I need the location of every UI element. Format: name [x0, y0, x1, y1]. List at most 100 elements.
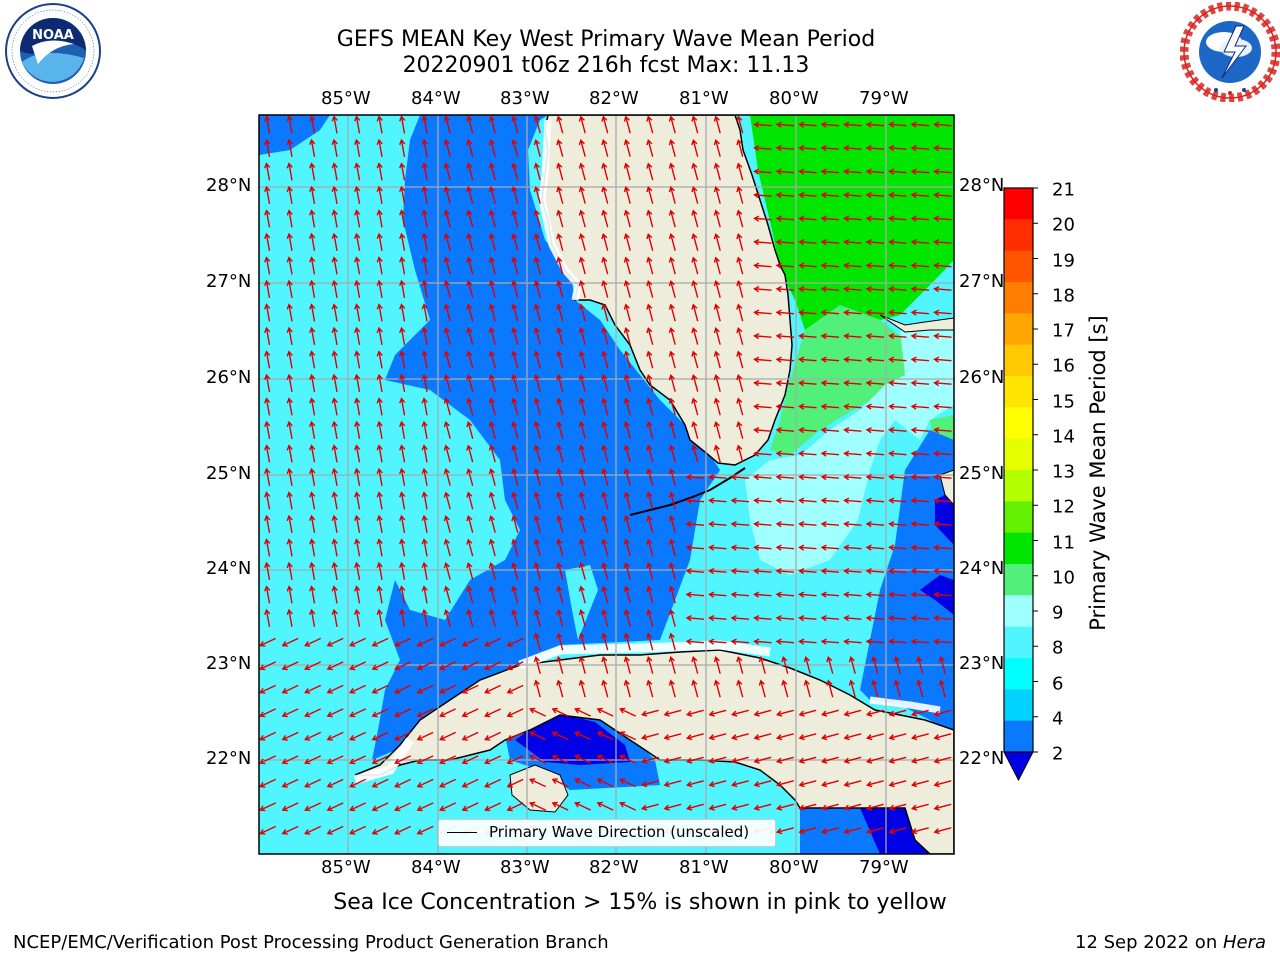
wave-direction-arrow: [394, 661, 411, 671]
wave-direction-arrow: [399, 585, 406, 604]
wave-direction-arrow: [354, 185, 361, 205]
wave-direction-arrow: [578, 279, 586, 298]
wave-direction-arrow: [264, 279, 271, 299]
wave-direction-arrow: [556, 350, 564, 369]
wave-direction-arrow: [646, 185, 654, 204]
wave-direction-arrow: [601, 679, 609, 698]
wave-direction-arrow: [281, 731, 299, 741]
wave-direction-arrow: [691, 162, 699, 181]
wave-direction-arrow: [443, 138, 451, 157]
wave-direction-arrow: [933, 332, 952, 340]
wave-direction-arrow: [488, 491, 496, 510]
wave-direction-arrow: [933, 638, 952, 645]
wave-direction-arrow: [578, 420, 586, 439]
wave-direction-arrow: [399, 115, 406, 134]
wave-direction-arrow: [753, 285, 772, 293]
wave-direction-arrow: [533, 350, 541, 369]
wave-direction-arrow: [691, 444, 699, 463]
wave-direction-arrow: [871, 655, 879, 674]
wave-direction-arrow: [331, 397, 338, 416]
wave-direction-arrow: [843, 426, 862, 434]
wave-direction-arrow: [574, 801, 591, 811]
colorbar-tick-label: 21: [1052, 179, 1075, 201]
wave-direction-arrow: [511, 256, 519, 275]
wave-direction-arrow: [730, 614, 750, 622]
wave-direction-arrow: [556, 420, 564, 439]
wave-direction-arrow: [286, 420, 293, 440]
wave-direction-arrow: [753, 614, 772, 622]
wave-direction-arrow: [421, 420, 428, 440]
wave-direction-arrow: [910, 497, 930, 504]
colorbar-tick-label: 17: [1052, 320, 1075, 342]
wave-direction-arrow: [781, 679, 789, 698]
field-10-11: [750, 115, 954, 330]
wave-direction-arrow: [708, 544, 727, 551]
wave-direction-arrow: [556, 232, 564, 251]
wave-direction-arrow: [399, 185, 406, 205]
wave-direction-arrow: [596, 778, 614, 788]
wave-direction-arrow: [578, 467, 586, 486]
wave-direction-arrow: [286, 256, 293, 275]
wave-direction-arrow: [713, 115, 721, 134]
wave-direction-arrow: [443, 115, 451, 134]
wave-direction-arrow: [668, 632, 676, 651]
lat-tick-label: 26°N: [206, 367, 252, 388]
wave-direction-arrow: [354, 256, 361, 275]
wave-direction-arrow: [264, 397, 271, 416]
wave-direction-arrow: [865, 544, 885, 551]
colorbar-swatch: [1004, 250, 1033, 283]
wave-direction-arrow: [888, 191, 907, 199]
wave-direction-arrow: [529, 707, 546, 717]
wave-direction-arrow: [533, 585, 541, 604]
wave-direction-arrow: [843, 780, 862, 788]
wave-direction-arrow: [264, 420, 271, 440]
wave-direction-arrow: [646, 162, 654, 181]
wave-direction-arrow: [691, 373, 699, 392]
wave-direction-arrow: [820, 638, 840, 645]
wave-direction-arrow: [938, 679, 946, 698]
wave-direction-arrow: [511, 232, 519, 251]
wave-direction-arrow: [416, 778, 434, 788]
wave-direction-arrow: [910, 121, 930, 128]
wave-direction-arrow: [753, 426, 772, 434]
wave-direction-arrow: [640, 780, 659, 788]
colorbar-swatch: [1004, 470, 1033, 502]
wave-direction-arrow: [691, 209, 699, 228]
wave-direction-arrow: [820, 709, 839, 717]
wave-direction-arrow: [933, 356, 952, 363]
wave-direction-arrow: [736, 350, 744, 369]
wave-direction-arrow: [668, 514, 676, 533]
wave-direction-arrow: [488, 350, 496, 369]
wave-direction-arrow: [556, 185, 564, 204]
wave-direction-arrow: [713, 655, 721, 674]
wave-direction-arrow: [601, 655, 609, 674]
wave-direction-arrow: [399, 467, 406, 487]
wave-direction-arrow: [708, 709, 727, 717]
wave-direction-arrow: [488, 538, 496, 557]
wave-direction-arrow: [933, 309, 952, 316]
wave-direction-arrow: [466, 585, 474, 604]
wave-direction-arrow: [663, 780, 682, 788]
wave-direction-arrow: [488, 608, 496, 627]
wave-direction-arrow: [399, 538, 406, 557]
wave-direction-arrow: [394, 778, 411, 788]
wave-direction-arrow: [376, 326, 383, 346]
colorbar-tick-label: 8: [1052, 637, 1064, 659]
wave-direction-arrow: [281, 755, 299, 765]
wave-direction-arrow: [910, 356, 930, 363]
wave-direction-arrow: [461, 755, 479, 765]
wave-direction-arrow: [713, 256, 721, 275]
wave-direction-arrow: [685, 780, 704, 788]
wave-direction-arrow: [865, 803, 884, 811]
wave-direction-arrow: [601, 420, 609, 439]
wave-direction-arrow: [843, 285, 862, 293]
wave-direction-arrow: [371, 684, 389, 694]
wave-direction-arrow: [933, 803, 952, 811]
lat-tick-label: 27°N: [959, 271, 1005, 292]
wave-direction-arrow: [775, 780, 794, 788]
wave-direction-arrow: [421, 232, 428, 252]
wave-direction-arrow: [820, 356, 840, 363]
wave-direction-arrow: [326, 802, 344, 812]
wave-direction-arrow: [691, 655, 699, 674]
wave-direction-arrow: [820, 497, 840, 504]
